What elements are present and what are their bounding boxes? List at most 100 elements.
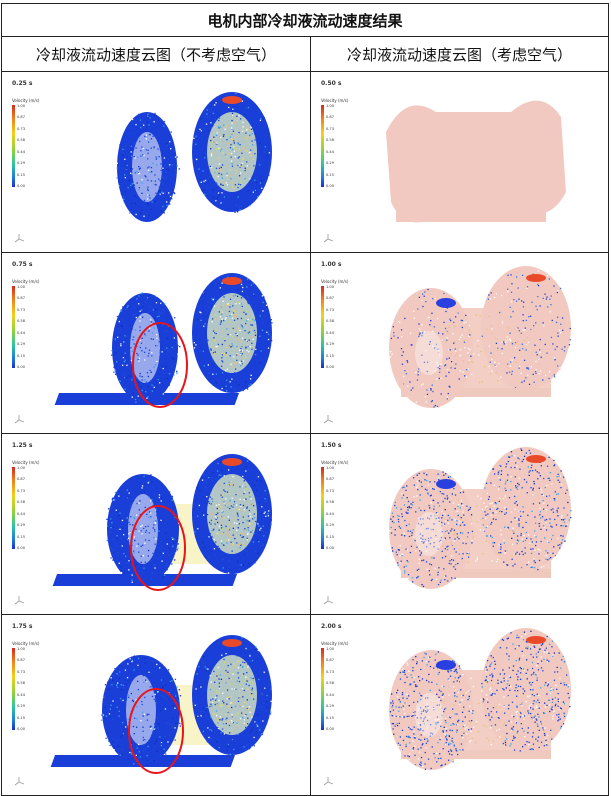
- axis-triad-icon: [14, 415, 24, 425]
- hot-spot: [526, 274, 546, 282]
- legend-title: Velocity (m/s): [321, 279, 351, 284]
- legend-tick: 0.44: [326, 512, 334, 516]
- hot-spot: [222, 458, 242, 466]
- legend-tick: 0.00: [326, 184, 334, 188]
- legend-title: Velocity (m/s): [12, 98, 42, 103]
- legend-colorbar: [321, 105, 324, 187]
- legend-tick: 1.00: [326, 466, 334, 470]
- legend-tick: 0.15: [326, 535, 334, 539]
- legend-tick: 0.15: [326, 354, 334, 358]
- legend-tick: 0.44: [17, 512, 25, 516]
- legend-tick: 0.00: [17, 727, 25, 731]
- legend-tick: 0.29: [17, 523, 25, 527]
- legend-colorbar: [12, 105, 15, 187]
- legend-tick: 0.29: [17, 161, 25, 165]
- air-volume-base: [396, 212, 546, 222]
- front-hot-region: [436, 479, 456, 489]
- legend-tick: 0.44: [17, 693, 25, 697]
- column-header-without-air: 冷却液流动速度云图（不考虑空气）: [2, 37, 311, 72]
- legend-tick: 0.87: [326, 477, 334, 481]
- table-title: 电机内部冷却液流动速度结果: [2, 4, 609, 37]
- time-label: 0.25 s: [12, 80, 32, 87]
- axis-triad-icon: [323, 777, 333, 787]
- motor-geometry: [389, 266, 571, 408]
- motor-geometry: [117, 92, 272, 222]
- motor-geometry: [389, 628, 571, 770]
- simulation-render: [2, 434, 310, 614]
- legend-tick: 0.87: [17, 477, 25, 481]
- legend-tick: 0.87: [326, 658, 334, 662]
- legend-tick: 0.73: [17, 489, 25, 493]
- legend-title: Velocity (m/s): [321, 98, 351, 103]
- legend-tick: 1.00: [326, 647, 334, 651]
- air-volume: [386, 101, 566, 223]
- rear-end-winding: [481, 447, 571, 571]
- simulation-render: [2, 72, 310, 252]
- axis-triad-icon: [323, 415, 333, 425]
- legend-tick: 0.15: [17, 716, 25, 720]
- legend-tick: 1.00: [17, 285, 25, 289]
- hot-spot: [526, 636, 546, 644]
- legend-tick: 0.15: [17, 173, 25, 177]
- simulation-render: [311, 72, 608, 252]
- legend-tick: 0.44: [326, 331, 334, 335]
- legend-tick: 0.73: [326, 308, 334, 312]
- legend-colorbar: [12, 286, 15, 368]
- time-label: 1.50 s: [321, 442, 341, 449]
- legend-tick: 0.73: [326, 127, 334, 131]
- front-shaft-opening: [415, 512, 443, 556]
- air-volume-body: [386, 101, 566, 223]
- legend-colorbar: [12, 467, 15, 549]
- time-label: 0.75 s: [12, 261, 32, 268]
- motor-geometry: [53, 454, 272, 586]
- legend-tick: 0.44: [17, 150, 25, 154]
- legend-tick: 0.44: [326, 693, 334, 697]
- legend-tick: 0.15: [17, 354, 25, 358]
- legend-colorbar: [321, 286, 324, 368]
- legend-tick: 0.58: [326, 319, 334, 323]
- legend-tick: 0.73: [326, 670, 334, 674]
- time-label: 1.75 s: [12, 623, 32, 630]
- front-hot-region: [436, 298, 456, 308]
- legend-tick: 0.29: [17, 704, 25, 708]
- axis-triad-icon: [14, 777, 24, 787]
- legend-colorbar: [321, 648, 324, 730]
- simulation-render: [311, 253, 608, 433]
- legend-title: Velocity (m/s): [12, 641, 42, 646]
- time-label: 1.25 s: [12, 442, 32, 449]
- axis-triad-icon: [323, 234, 333, 244]
- legend-tick: 0.58: [17, 500, 25, 504]
- legend-tick: 0.00: [326, 727, 334, 731]
- simulation-render: [2, 615, 310, 795]
- legend-tick: 0.58: [326, 500, 334, 504]
- legend-tick: 0.87: [326, 296, 334, 300]
- legend-colorbar: [12, 648, 15, 730]
- hot-spot: [526, 455, 546, 463]
- legend-tick: 0.15: [17, 535, 25, 539]
- axis-triad-icon: [14, 234, 24, 244]
- legend-tick: 0.15: [326, 716, 334, 720]
- hot-spot: [222, 96, 242, 104]
- column-header-with-air: 冷却液流动速度云图（考虑空气）: [311, 37, 609, 72]
- simulation-render: [2, 253, 310, 433]
- legend-tick: 0.58: [17, 138, 25, 142]
- legend-tick: 0.00: [17, 546, 25, 550]
